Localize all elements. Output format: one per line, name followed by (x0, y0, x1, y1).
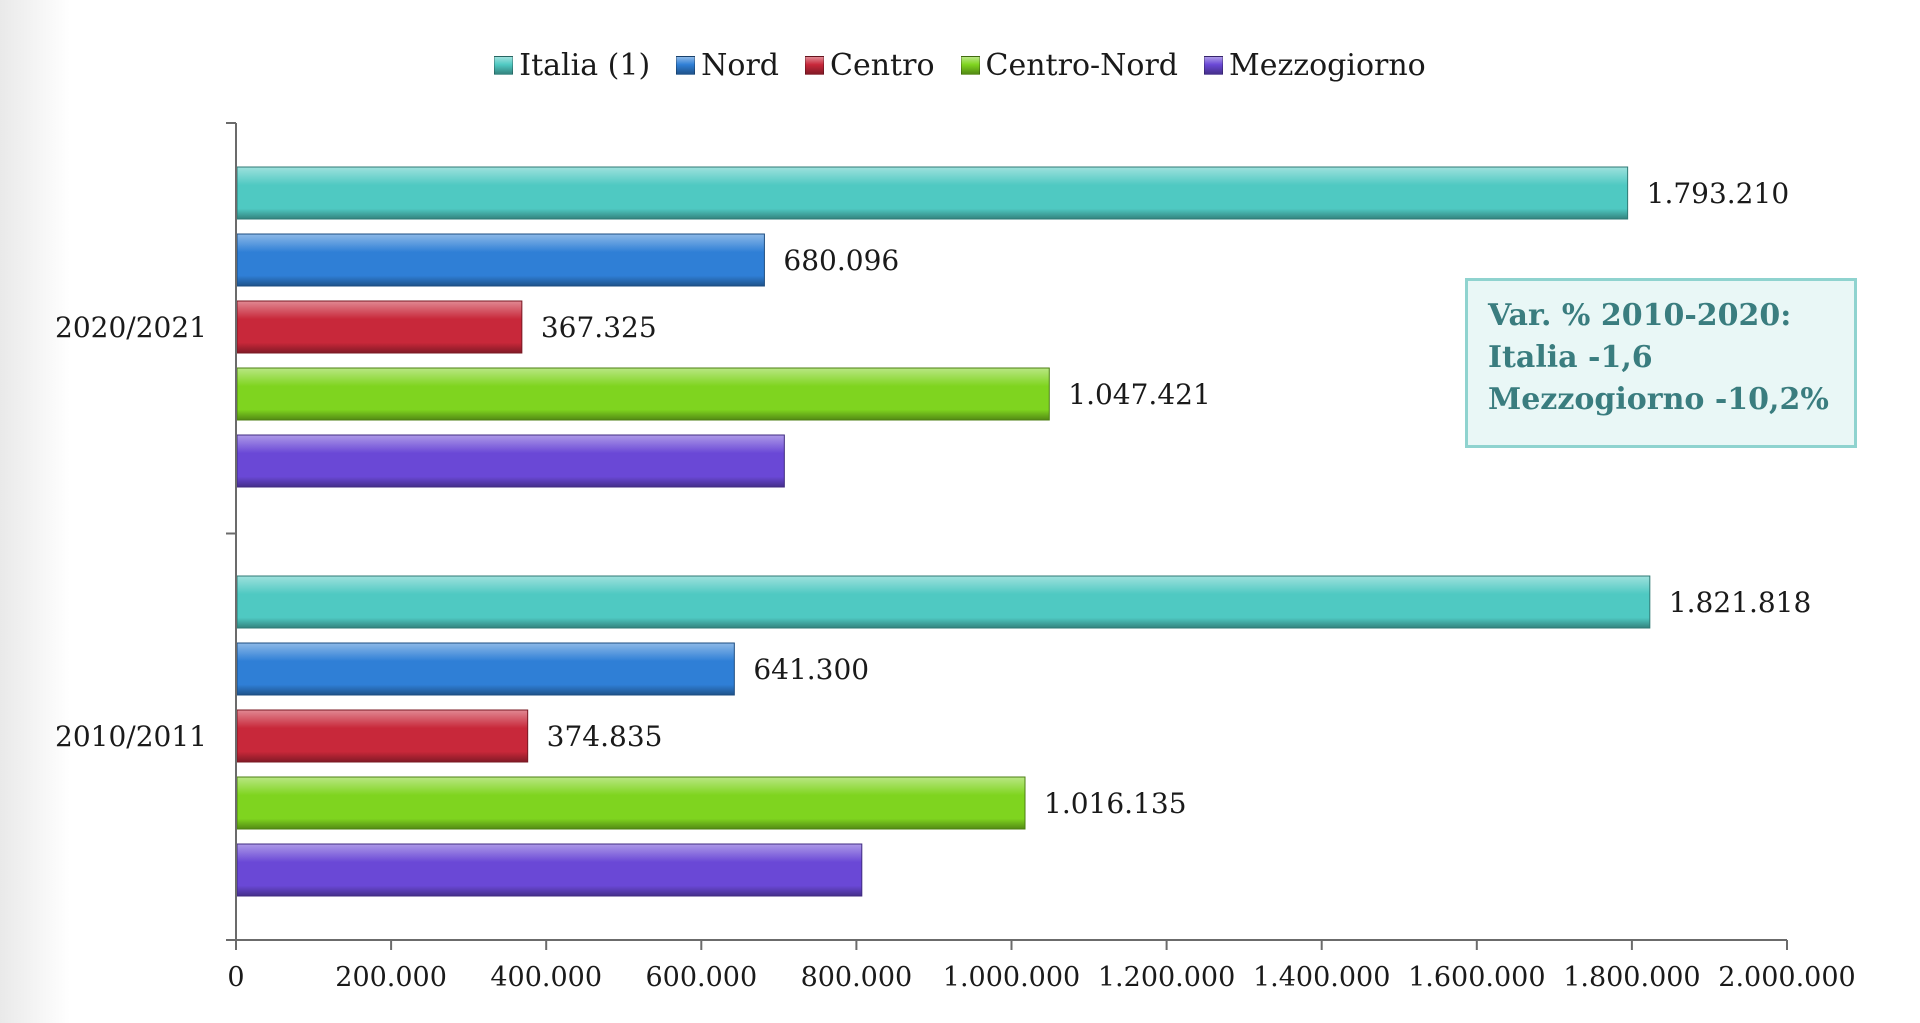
legend-swatch (1204, 56, 1223, 75)
legend: Italia (1) Nord Centro Centro-Nord Mezzogior… (0, 48, 1920, 83)
value-label: 1.047.421 (1068, 378, 1211, 411)
x-tick-label: 0 (227, 962, 244, 993)
x-tick-label: 1.600.000 (1408, 962, 1545, 993)
value-label: 367.325 (541, 311, 657, 344)
bar-centro-2020-2021 (236, 300, 523, 354)
legend-swatch (960, 56, 980, 75)
legend-item: Centro-Nord (960, 48, 1178, 83)
x-tick-label: 200.000 (335, 962, 447, 993)
bar-centro-2010-2011 (236, 709, 529, 763)
category-label: 2020/2021 (55, 311, 207, 344)
annotation-line-2: Italia -1,6 (1488, 340, 1653, 375)
x-tick-label: 400.000 (490, 962, 602, 993)
annotation-line-3: Mezzogiorno -10,2% (1488, 382, 1829, 417)
x-tick-label: 1.000.000 (943, 962, 1080, 993)
legend-item: Mezzogiorno (1204, 48, 1426, 83)
x-tick-label: 1.200.000 (1098, 962, 1235, 993)
annotation-line-1: Var. % 2010-2020: (1488, 298, 1792, 333)
value-label: 374.835 (547, 720, 663, 753)
legend-swatch (676, 56, 696, 75)
legend-label: Centro-Nord (985, 48, 1178, 83)
x-tick-label: 1.400.000 (1253, 962, 1390, 993)
legend-label: Centro (830, 48, 935, 83)
value-label: 1.793.210 (1647, 177, 1790, 210)
x-tick-label: 800.000 (801, 962, 913, 993)
legend-item: Centro (805, 48, 935, 83)
variation-annotation: Var. % 2010-2020: Italia -1,6 Mezzogiorn… (1465, 278, 1857, 448)
value-label: 680.096 (783, 244, 899, 277)
legend-label: Italia (1) (519, 48, 651, 83)
legend-label: Nord (701, 48, 780, 83)
bar-italia-1--2010-2011 (236, 575, 1651, 629)
legend-swatch (805, 56, 825, 75)
category-label: 2010/2011 (55, 720, 207, 753)
legend-item: Nord (676, 48, 779, 83)
x-tick-label: 2.000.000 (1718, 962, 1855, 993)
x-tick-label: 1.800.000 (1563, 962, 1700, 993)
x-tick-label: 600.000 (645, 962, 757, 993)
legend-swatch (494, 56, 514, 75)
value-label: 1.016.135 (1044, 787, 1187, 820)
background-fade (0, 0, 70, 1023)
value-label: 1.821.818 (1669, 586, 1812, 619)
value-label: 641.300 (753, 653, 869, 686)
bar-nord-2020-2021 (236, 233, 765, 287)
bar-mezzogiorno-2020-2021 (236, 434, 785, 488)
bar-italia-1--2020-2021 (236, 166, 1629, 220)
bar-centro-nord-2020-2021 (236, 367, 1050, 421)
bar-nord-2010-2011 (236, 642, 735, 696)
bar-centro-nord-2010-2011 (236, 776, 1026, 830)
bar-mezzogiorno-2010-2011 (236, 843, 863, 897)
legend-label: Mezzogiorno (1229, 48, 1426, 83)
legend-item: Italia (1) (494, 48, 650, 83)
